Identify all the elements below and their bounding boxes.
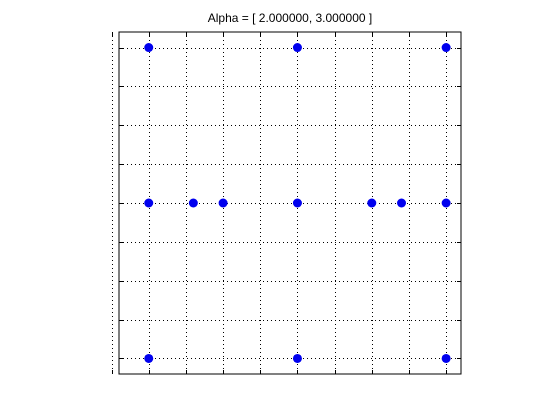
data-point (144, 43, 154, 53)
plot-frame (118, 31, 462, 375)
data-point (292, 353, 302, 363)
data-point (218, 198, 228, 208)
chart-title: Alpha = [ 2.000000, 3.000000 ] (208, 11, 372, 25)
data-point (441, 353, 451, 363)
data-point (441, 198, 451, 208)
data-point (144, 353, 154, 363)
data-point (441, 43, 451, 53)
grid-lines (112, 32, 461, 374)
data-points (144, 43, 451, 363)
data-point (397, 198, 407, 208)
data-point (144, 198, 154, 208)
data-point (367, 198, 377, 208)
data-point (292, 43, 302, 53)
axis-ticks (112, 32, 461, 374)
data-point (292, 198, 302, 208)
data-point (188, 198, 198, 208)
